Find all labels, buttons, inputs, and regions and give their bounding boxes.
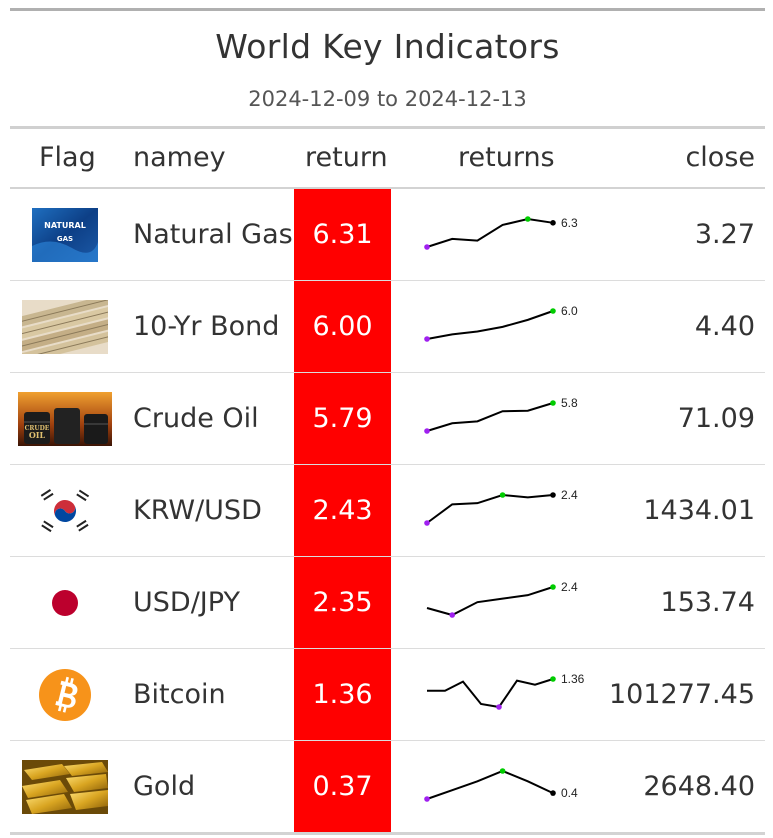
bond-certificate-image [18, 295, 112, 359]
sparkline-last-label: 2.4 [561, 488, 578, 502]
table-row: Bitcoin 1.36 1.36 101277.45 [10, 649, 765, 741]
bitcoin-icon [18, 663, 112, 727]
sparkline-last-label: 2.4 [561, 580, 578, 594]
table-body: NATURAL GAS Natural Gas 6.31 6.3 3.27 [10, 189, 765, 835]
row-name: Bitcoin [133, 679, 226, 710]
sparkline-min-point [424, 336, 430, 342]
column-header-returns: returns [458, 142, 555, 173]
row-divider [10, 464, 765, 465]
row-divider [10, 372, 765, 373]
row-divider [10, 280, 765, 281]
row-sparkline: 1.36 [427, 672, 585, 710]
crude-oil-barrels-image: CRUDE OIL [18, 387, 112, 451]
sparkline-path [426, 493, 554, 524]
header-top-rule [10, 126, 765, 129]
row-return: 6.00 [294, 281, 391, 373]
table-row: KRW/USD 2.43 2.4 1434.01 [10, 465, 765, 557]
japan-flag-icon [18, 571, 112, 635]
crude-oil-image-text-1: CRUDE [25, 425, 50, 432]
row-return: 5.79 [294, 373, 391, 465]
sparkline-last-point [550, 308, 556, 314]
sparkline-last-label: 0.4 [561, 786, 578, 800]
sparkline-path [426, 217, 554, 248]
sparkline-max-point [499, 768, 506, 774]
sparkline-path [427, 678, 554, 709]
crude-oil-image-text-2: OIL [29, 430, 46, 440]
row-name: Natural Gas [133, 219, 293, 250]
row-sparkline: 6.0 [424, 304, 578, 342]
sparkline-min-point [424, 244, 430, 250]
table-bottom-rule [10, 832, 765, 835]
sparkline-last-label: 5.8 [561, 396, 578, 410]
row-sparkline: 2.4 [424, 488, 578, 526]
sparkline-last-point [550, 584, 556, 590]
row-return: 2.43 [294, 465, 391, 557]
table-subtitle: 2024-12-09 to 2024-12-13 [248, 87, 527, 111]
table-title: World Key Indicators [215, 27, 560, 66]
column-header-row: Flag namey return returns close [10, 129, 765, 187]
row-sparkline: 6.3 [424, 216, 578, 250]
row-divider [10, 556, 765, 557]
header-bottom-rule [10, 187, 765, 189]
table-row: CRUDE OIL Crude Oil 5.79 5.8 71.09 [10, 373, 765, 465]
row-name: USD/JPY [133, 587, 240, 618]
row-close: 101277.45 [608, 679, 755, 710]
indicator-table: World Key Indicators 2024-12-09 to 2024-… [10, 8, 765, 835]
row-return: 0.37 [294, 741, 391, 833]
natural-gas-image-text-2: GAS [57, 235, 73, 243]
row-close: 3.27 [694, 219, 755, 250]
sparkline-last-point [550, 676, 556, 682]
column-header-flag: Flag [39, 142, 96, 173]
sparkline-path [426, 310, 554, 340]
row-name: Gold [133, 771, 196, 802]
row-close: 1434.01 [643, 495, 755, 526]
sparkline-last-point [550, 400, 556, 406]
row-close: 153.74 [660, 587, 755, 618]
row-return: 2.35 [294, 557, 391, 649]
table-row: USD/JPY 2.35 2.4 153.74 [10, 557, 765, 649]
column-header-close: close [685, 142, 755, 173]
row-return: 6.31 [294, 189, 391, 281]
row-sparkline: 5.8 [424, 396, 578, 434]
sparkline-max-point [499, 492, 506, 498]
sparkline-path [426, 402, 554, 432]
sparkline-last-point [550, 790, 556, 796]
sparkline-min-point [424, 520, 430, 526]
natural-gas-image: NATURAL GAS [18, 203, 112, 267]
sparkline-min-point [424, 428, 430, 434]
row-name: Crude Oil [133, 403, 259, 434]
row-close: 4.40 [694, 311, 755, 342]
row-divider [10, 740, 765, 741]
row-sparkline: 0.4 [424, 768, 578, 802]
row-close: 71.09 [677, 403, 755, 434]
gold-bars-image [18, 755, 112, 819]
south-korea-flag-icon [18, 479, 112, 543]
row-sparkline: 2.4 [426, 580, 578, 618]
row-divider [10, 648, 765, 649]
table-row: Gold 0.37 0.4 2648.40 [10, 741, 765, 835]
row-name: KRW/USD [133, 495, 262, 526]
sparkline-last-label: 1.36 [561, 672, 585, 686]
sparkline-last-point [550, 492, 556, 498]
natural-gas-image-text-1: NATURAL [44, 221, 86, 230]
row-close: 2648.40 [643, 771, 755, 802]
table-row: 10-Yr Bond 6.00 6.0 4.40 [10, 281, 765, 373]
sparkline-last-point [550, 220, 556, 226]
sparkline-path [426, 586, 554, 617]
sparkline-path [426, 769, 554, 800]
sparkline-min-point [449, 612, 455, 618]
column-header-return: return [305, 142, 388, 173]
column-header-name: namey [133, 142, 226, 173]
sparkline-min-point [496, 704, 502, 710]
row-return: 1.36 [294, 649, 391, 741]
top-rule [10, 8, 765, 11]
sparkline-min-point [424, 796, 430, 802]
row-name: 10-Yr Bond [133, 311, 280, 342]
sparkline-last-label: 6.0 [561, 304, 578, 318]
sparkline-last-label: 6.3 [561, 216, 578, 230]
table-row: NATURAL GAS Natural Gas 6.31 6.3 3.27 [10, 189, 765, 281]
sparkline-max-point [525, 216, 531, 222]
